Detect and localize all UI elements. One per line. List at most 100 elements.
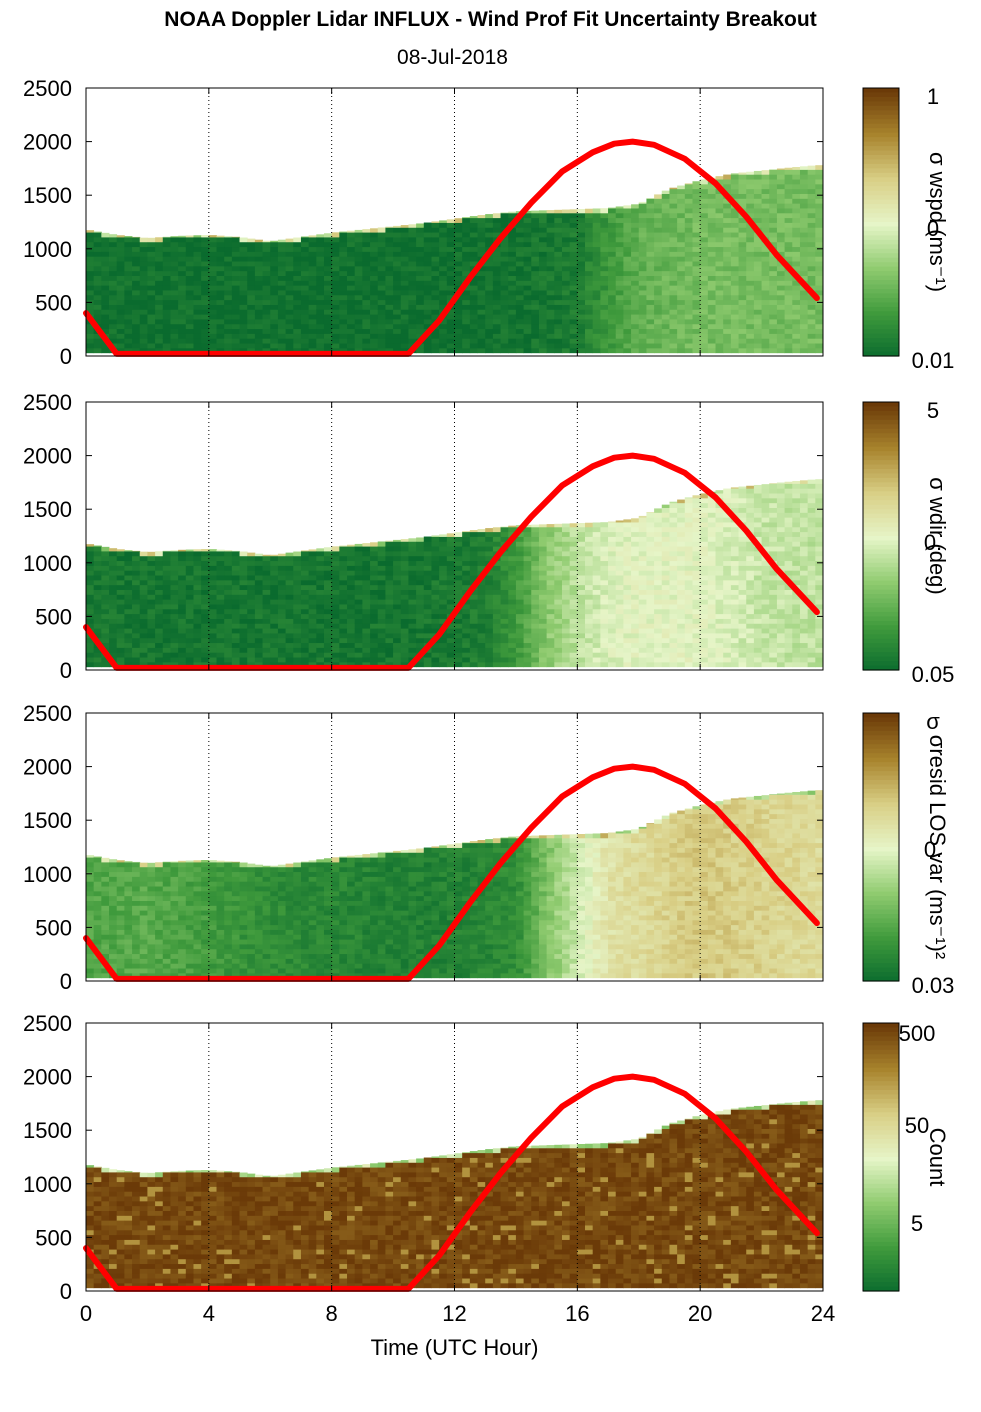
heatmap-cell [600,536,609,542]
heatmap-cell [293,261,302,267]
heatmap-cell [631,608,640,615]
heatmap-cell [377,652,386,658]
heatmap-cell [239,261,248,267]
heatmap-cell [354,618,363,624]
heatmap-cell [170,570,179,576]
heatmap-cell [638,560,647,566]
heatmap-cell [477,304,486,310]
heatmap-cell [393,661,402,668]
heatmap-cell [254,594,263,600]
heatmap-cell [515,642,524,648]
heatmap-cell [323,613,333,619]
heatmap-cell [377,275,386,281]
heatmap-cell [362,637,371,644]
heatmap-cell [500,241,509,248]
heatmap-cell [132,647,141,653]
heatmap-cell [677,256,686,262]
heatmap-cell [546,232,555,238]
heatmap-cell [738,304,747,310]
heatmap-cell [116,270,125,276]
heatmap-cell [500,343,509,349]
heatmap-cell [646,237,655,243]
heatmap-cell [178,570,187,576]
heatmap-cell [500,246,509,252]
heatmap-cell [331,251,340,257]
heatmap-cell [485,328,494,334]
heatmap-cell [185,604,194,610]
heatmap-cell [700,179,709,185]
heatmap-cell [538,618,548,624]
heatmap-cell [370,280,379,286]
heatmap-cell [439,290,448,296]
heatmap-cell [799,333,809,339]
heatmap-cell [155,270,164,276]
heatmap-cell [469,246,478,252]
heatmap-cell [569,531,578,537]
heatmap-cell [423,309,432,315]
heatmap-cell [615,555,624,562]
heatmap-cell [769,265,778,272]
heatmap-cell [538,647,548,653]
heatmap-cell [646,565,655,571]
heatmap-cell [247,565,256,571]
heatmap-cell [454,227,463,233]
heatmap-cell [677,241,686,248]
heatmap-cell [561,579,571,586]
heatmap-cell [201,623,210,629]
heatmap-cell [370,228,379,233]
heatmap-cell [439,604,448,610]
heatmap-cell [615,237,624,243]
heatmap-cell [546,265,555,272]
heatmap-cell [277,343,287,349]
heatmap-cell [162,251,171,257]
heatmap-cell [807,222,816,228]
heatmap-cell [477,285,486,291]
heatmap-cell [554,275,563,281]
heatmap-cell [684,294,693,301]
heatmap-cell [208,280,217,286]
heatmap-cell [730,270,739,276]
heatmap-cell [147,633,156,639]
heatmap-cell [193,633,202,639]
colorbar-step [863,324,899,330]
heatmap-cell [231,333,240,339]
heatmap-cell [416,608,425,615]
heatmap-cell [585,613,594,619]
heatmap-cell [669,347,678,354]
heatmap-cell [792,294,801,301]
heatmap-cell [631,555,640,562]
heatmap-cell [254,261,263,267]
heatmap-cell [585,594,594,600]
heatmap-cell [354,338,363,344]
heatmap-cell [631,565,640,571]
heatmap-cell [423,565,432,571]
heatmap-cell [393,652,402,658]
heatmap-cell [792,323,801,330]
heatmap-cell [477,541,486,547]
heatmap-cell [354,570,363,576]
heatmap-cell [746,294,755,301]
heatmap-cell [485,275,494,281]
heatmap-cell [254,319,263,325]
heatmap-cell [323,343,333,349]
heatmap-cell [577,565,586,571]
heatmap-cell [408,285,417,291]
heatmap-cell [561,347,571,354]
heatmap-cell [416,333,425,339]
heatmap-cell [201,261,210,267]
heatmap-cell [776,290,786,296]
heatmap-cell [608,280,617,286]
heatmap-cell [285,637,294,644]
heatmap-cell [408,328,417,334]
heatmap-cell [147,647,156,653]
heatmap-cell [201,661,210,668]
heatmap-cell [700,275,709,281]
heatmap-cell [561,323,571,330]
heatmap-cell [792,203,801,209]
heatmap-cell [608,546,617,552]
heatmap-cell [523,270,532,276]
heatmap-cell [746,261,755,267]
heatmap-cell [201,584,210,590]
heatmap-cell [339,661,348,668]
heatmap-cell [170,309,179,315]
